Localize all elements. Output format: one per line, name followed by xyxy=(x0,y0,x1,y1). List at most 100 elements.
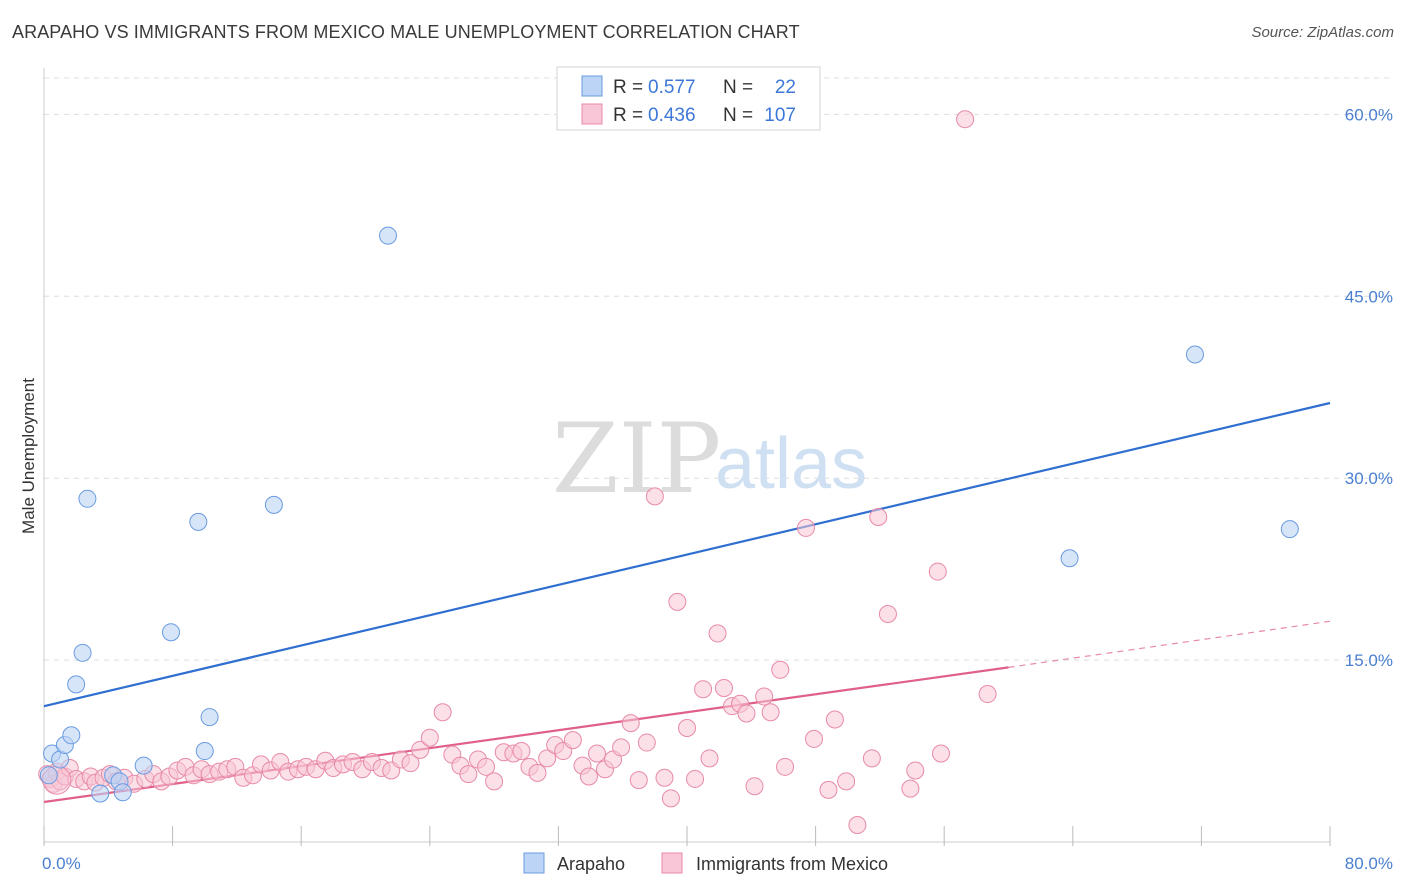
bottom-legend-label: Arapaho xyxy=(557,854,625,874)
data-point-arapaho xyxy=(78,489,97,508)
y-tick-label: 30.0% xyxy=(1345,469,1393,488)
data-point-mexico xyxy=(661,789,680,808)
data-point-arapaho xyxy=(1060,549,1079,568)
legend-swatch xyxy=(581,75,603,97)
data-point-mexico xyxy=(621,714,640,733)
trend-line-mexico-extension xyxy=(1008,620,1331,668)
grid-lines xyxy=(44,77,1390,661)
legend-n-value: 22 xyxy=(775,77,796,98)
legend-swatch xyxy=(581,103,603,125)
data-point-mexico xyxy=(804,729,823,748)
data-point-mexico xyxy=(401,754,420,773)
data-point-mexico xyxy=(678,719,696,738)
y-tick-label: 45.0% xyxy=(1345,287,1393,306)
data-point-arapaho xyxy=(189,512,208,531)
data-point-mexico xyxy=(837,772,856,791)
trend-line-arapaho xyxy=(43,401,1331,708)
data-point-mexico xyxy=(825,710,844,729)
watermark: ZIP atlas xyxy=(552,403,867,515)
data-point-mexico xyxy=(694,680,713,699)
data-point-mexico xyxy=(411,740,430,759)
data-point-arapaho xyxy=(200,708,219,727)
data-point-mexico xyxy=(420,728,439,747)
x-tick-label: 0.0% xyxy=(42,854,81,873)
data-point-mexico xyxy=(708,624,727,643)
data-point-mexico xyxy=(655,768,674,787)
watermark-atlas: atlas xyxy=(715,424,867,504)
data-point-mexico xyxy=(612,738,631,757)
legend-n-label: N = xyxy=(723,105,753,126)
bottom-legend-label: Immigrants from Mexico xyxy=(696,854,888,874)
data-point-arapaho xyxy=(379,226,398,245)
data-point-mexico xyxy=(579,767,598,786)
data-point-mexico xyxy=(755,687,774,706)
data-point-arapaho xyxy=(1185,345,1204,364)
data-point-mexico xyxy=(776,757,795,776)
data-point-arapaho xyxy=(134,756,153,775)
data-point-mexico xyxy=(848,816,867,835)
data-point-mexico xyxy=(645,487,664,506)
y-tick-label: 15.0% xyxy=(1345,651,1393,670)
data-point-mexico xyxy=(459,765,478,784)
data-point-mexico xyxy=(700,749,719,768)
data-point-mexico xyxy=(956,110,975,129)
bottom-legend: Arapaho Immigrants from Mexico xyxy=(523,852,888,874)
legend-n-label: N = xyxy=(723,77,753,98)
chart-source: Source: ZipAtlas.com xyxy=(1251,24,1394,41)
legend-n-value: 107 xyxy=(764,105,796,126)
legend-r-label: R = xyxy=(613,77,643,98)
data-point-mexico xyxy=(629,771,648,790)
data-point-mexico xyxy=(862,749,881,768)
legend-r-label: R = xyxy=(613,105,643,126)
data-point-mexico xyxy=(978,685,997,704)
data-point-arapaho xyxy=(67,675,86,694)
data-point-mexico xyxy=(477,757,496,776)
data-point-mexico xyxy=(563,731,582,750)
data-point-mexico xyxy=(668,592,687,611)
legend-box: R = 0.577 N = 22 R = 0.436 N = 107 xyxy=(556,66,821,131)
data-point-mexico xyxy=(745,777,764,796)
data-point-arapaho xyxy=(62,726,81,745)
bottom-legend-swatch xyxy=(523,852,545,874)
data-point-arapaho xyxy=(1280,520,1299,539)
data-point-mexico xyxy=(714,678,733,697)
data-point-mexico xyxy=(878,605,897,624)
data-point-mexico xyxy=(796,518,815,537)
data-point-arapaho xyxy=(264,495,283,514)
data-point-mexico xyxy=(869,507,888,526)
data-point-arapaho xyxy=(113,783,132,802)
data-point-mexico xyxy=(906,761,925,780)
x-tick-label: 80.0% xyxy=(1345,854,1393,873)
data-point-mexico xyxy=(538,749,557,768)
data-point-arapaho xyxy=(195,742,214,761)
data-point-arapaho xyxy=(91,784,110,803)
data-point-arapaho xyxy=(73,643,92,662)
legend-r-value: 0.436 xyxy=(648,105,696,126)
data-point-mexico xyxy=(928,562,947,581)
data-point-mexico xyxy=(771,660,790,679)
data-point-mexico xyxy=(637,733,656,752)
data-point-arapaho xyxy=(161,623,180,642)
data-point-mexico xyxy=(528,763,547,782)
data-point-mexico xyxy=(761,703,780,722)
data-point-mexico xyxy=(737,704,756,723)
data-point-mexico xyxy=(485,772,504,791)
data-point-mexico xyxy=(819,780,838,799)
tick-labels: 15.0% 30.0% 45.0% 60.0% 0.0% 80.0% xyxy=(42,105,1393,873)
data-point-mexico xyxy=(587,744,606,763)
chart-title: ARAPAHO VS IMMIGRANTS FROM MEXICO MALE U… xyxy=(12,22,800,42)
legend-r-value: 0.577 xyxy=(648,77,696,98)
y-tick-label: 60.0% xyxy=(1345,105,1393,124)
data-point-mexico xyxy=(931,744,950,763)
watermark-zip: ZIP xyxy=(552,403,721,515)
data-points xyxy=(38,110,1299,835)
axes xyxy=(43,68,1331,846)
data-point-mexico xyxy=(512,742,531,761)
y-axis-label: Male Unemployment xyxy=(19,378,38,534)
data-point-mexico xyxy=(901,779,920,798)
bottom-legend-swatch xyxy=(661,852,683,874)
data-point-arapaho xyxy=(39,766,58,785)
data-point-mexico xyxy=(433,703,452,722)
data-point-mexico xyxy=(686,769,705,788)
